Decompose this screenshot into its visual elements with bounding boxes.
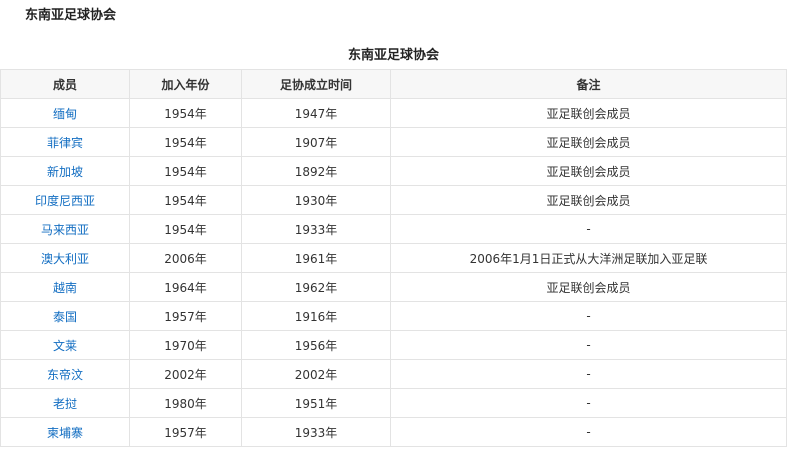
founded-year: 1961年 xyxy=(241,243,391,273)
notes: - xyxy=(390,359,787,389)
founded-year: 1907年 xyxy=(241,127,391,157)
members-table: 成员 加入年份 足协成立时间 备注 缅甸 1954年 1947年 亚足联创会成员 菲律宾… xyxy=(0,69,787,447)
join-year: 1964年 xyxy=(129,272,242,302)
table-row: 越南 1964年 1962年 亚足联创会成员 xyxy=(0,272,787,302)
table-row: 泰国 1957年 1916年 - xyxy=(0,301,787,331)
founded-year: 2002年 xyxy=(241,359,391,389)
header-founded: 足协成立时间 xyxy=(241,69,391,99)
notes: 亚足联创会成员 xyxy=(390,272,787,302)
join-year: 1957年 xyxy=(129,301,242,331)
header-join-year: 加入年份 xyxy=(129,69,242,99)
header-member: 成员 xyxy=(0,69,130,99)
table-row: 老挝 1980年 1951年 - xyxy=(0,388,787,418)
founded-year: 1892年 xyxy=(241,156,391,186)
member-link[interactable]: 印度尼西亚 xyxy=(0,185,130,215)
join-year: 1954年 xyxy=(129,156,242,186)
member-link[interactable]: 澳大利亚 xyxy=(0,243,130,273)
table-row: 柬埔寨 1957年 1933年 - xyxy=(0,417,787,447)
notes: - xyxy=(390,417,787,447)
join-year: 1954年 xyxy=(129,214,242,244)
founded-year: 1933年 xyxy=(241,214,391,244)
founded-year: 1956年 xyxy=(241,330,391,360)
founded-year: 1947年 xyxy=(241,98,391,128)
page-title: 东南亚足球协会 xyxy=(25,8,117,23)
table-row: 新加坡 1954年 1892年 亚足联创会成员 xyxy=(0,156,787,186)
join-year: 1970年 xyxy=(129,330,242,360)
table-row: 文莱 1970年 1956年 - xyxy=(0,330,787,360)
table-row: 澳大利亚 2006年 1961年 2006年1月1日正式从大洋洲足联加入亚足联 xyxy=(0,243,787,273)
member-link[interactable]: 越南 xyxy=(0,272,130,302)
member-link[interactable]: 马来西亚 xyxy=(0,214,130,244)
header-notes: 备注 xyxy=(390,69,787,99)
founded-year: 1916年 xyxy=(241,301,391,331)
join-year: 1980年 xyxy=(129,388,242,418)
table-row: 印度尼西亚 1954年 1930年 亚足联创会成员 xyxy=(0,185,787,215)
notes: 亚足联创会成员 xyxy=(390,127,787,157)
member-link[interactable]: 柬埔寨 xyxy=(0,417,130,447)
notes: - xyxy=(390,214,787,244)
notes: 2006年1月1日正式从大洋洲足联加入亚足联 xyxy=(390,243,787,273)
table-row: 菲律宾 1954年 1907年 亚足联创会成员 xyxy=(0,127,787,157)
member-link[interactable]: 老挝 xyxy=(0,388,130,418)
table-row: 缅甸 1954年 1947年 亚足联创会成员 xyxy=(0,98,787,128)
founded-year: 1951年 xyxy=(241,388,391,418)
member-link[interactable]: 新加坡 xyxy=(0,156,130,186)
notes: 亚足联创会成员 xyxy=(390,156,787,186)
table-row: 东帝汶 2002年 2002年 - xyxy=(0,359,787,389)
founded-year: 1930年 xyxy=(241,185,391,215)
notes: - xyxy=(390,330,787,360)
table-header-row: 成员 加入年份 足协成立时间 备注 xyxy=(0,69,787,99)
member-link[interactable]: 泰国 xyxy=(0,301,130,331)
join-year: 1954年 xyxy=(129,98,242,128)
notes: - xyxy=(390,301,787,331)
notes: 亚足联创会成员 xyxy=(390,98,787,128)
member-link[interactable]: 菲律宾 xyxy=(0,127,130,157)
founded-year: 1933年 xyxy=(241,417,391,447)
join-year: 1954年 xyxy=(129,185,242,215)
join-year: 2006年 xyxy=(129,243,242,273)
founded-year: 1962年 xyxy=(241,272,391,302)
join-year: 2002年 xyxy=(129,359,242,389)
notes: - xyxy=(390,388,787,418)
join-year: 1954年 xyxy=(129,127,242,157)
table-row: 马来西亚 1954年 1933年 - xyxy=(0,214,787,244)
notes: 亚足联创会成员 xyxy=(390,185,787,215)
join-year: 1957年 xyxy=(129,417,242,447)
member-link[interactable]: 文莱 xyxy=(0,330,130,360)
table-caption: 东南亚足球协会 xyxy=(347,48,439,63)
member-link[interactable]: 东帝汶 xyxy=(0,359,130,389)
member-link[interactable]: 缅甸 xyxy=(0,98,130,128)
